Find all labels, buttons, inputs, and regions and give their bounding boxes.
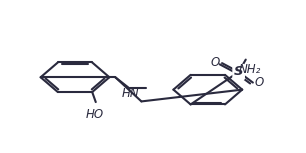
Text: HN: HN: [121, 87, 139, 100]
Text: O: O: [255, 76, 264, 89]
Text: HO: HO: [85, 108, 104, 121]
Text: S: S: [234, 65, 243, 78]
Text: O: O: [210, 56, 219, 69]
Text: NH₂: NH₂: [239, 63, 261, 76]
